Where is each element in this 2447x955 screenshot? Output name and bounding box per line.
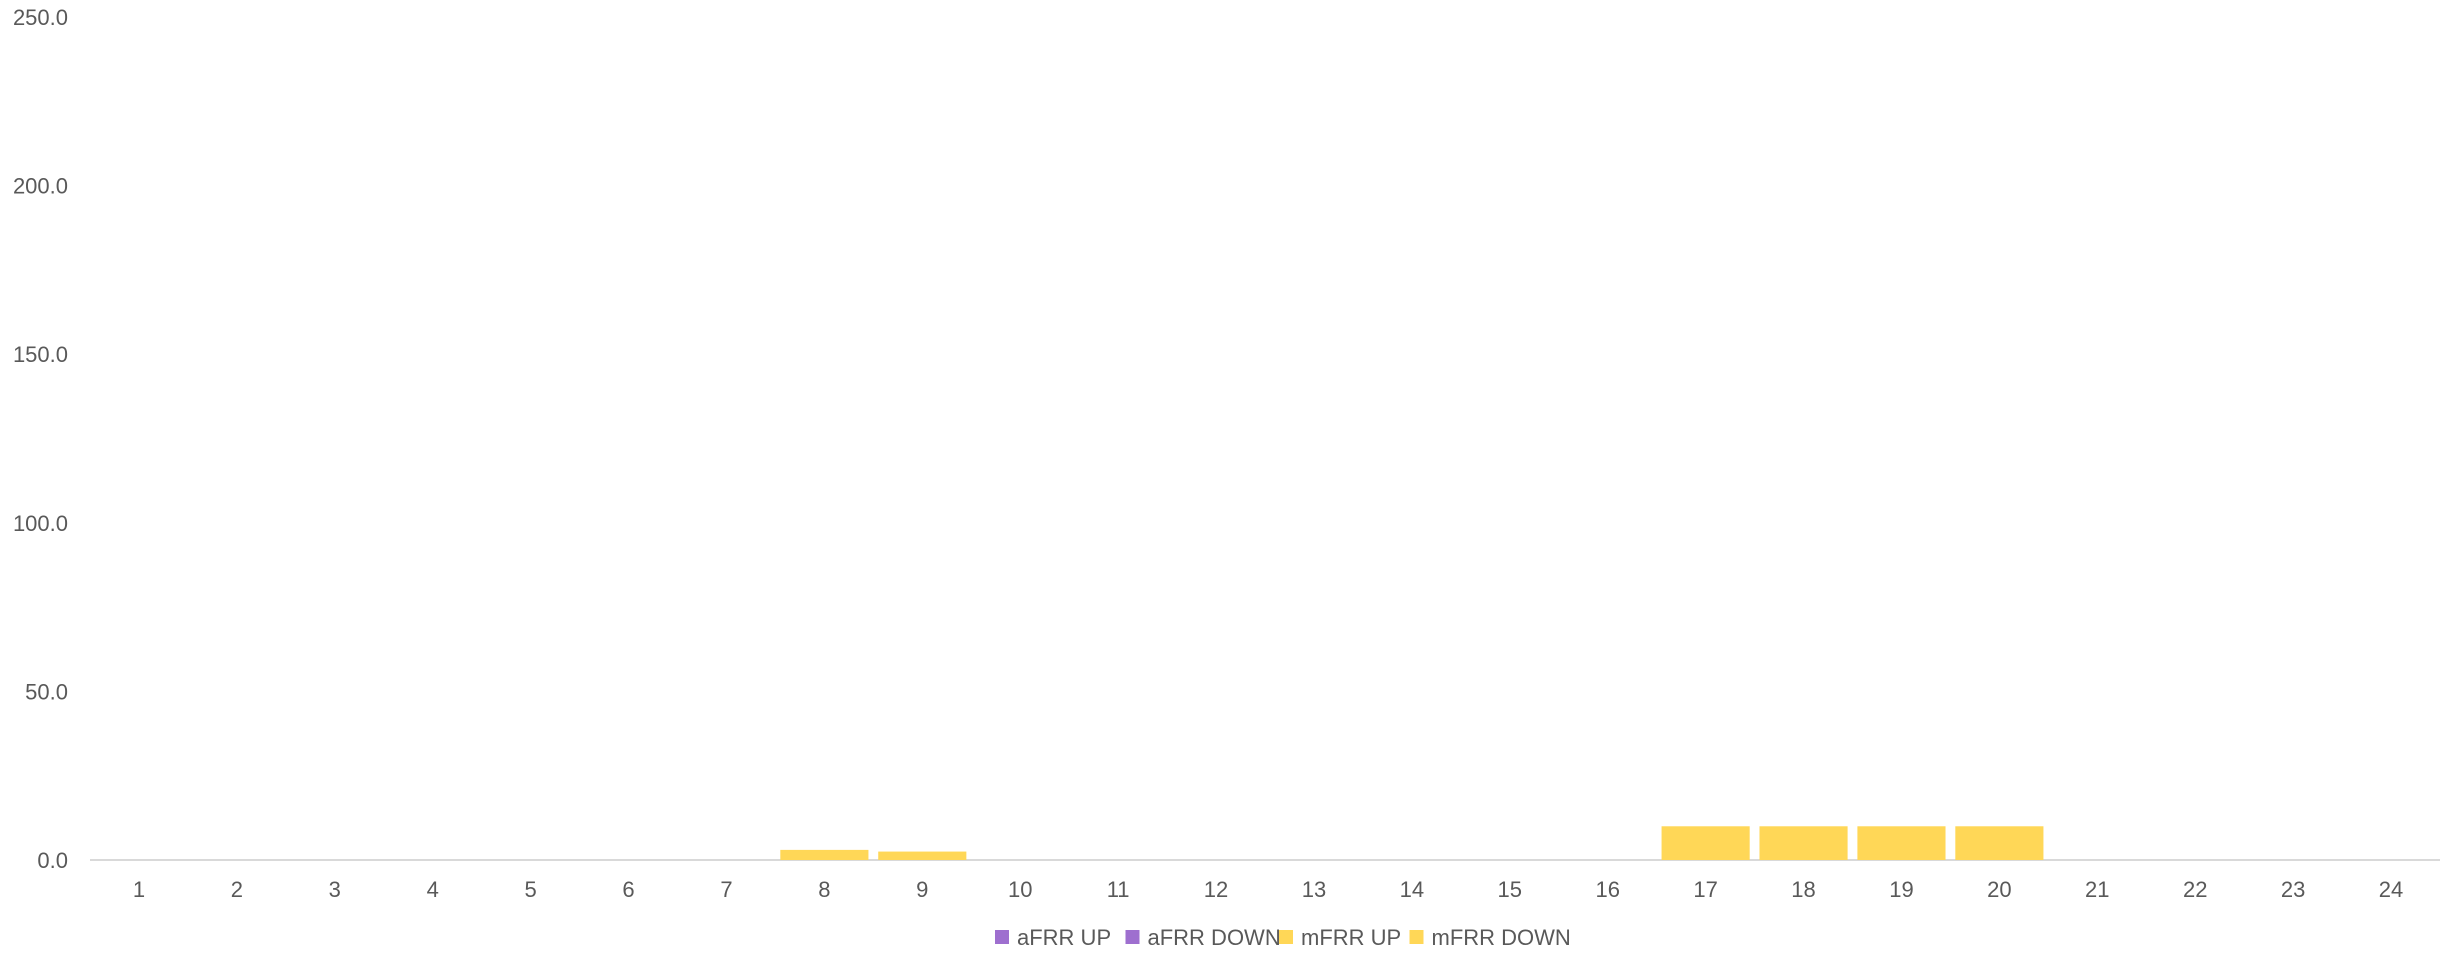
x-tick-label: 5 — [525, 877, 537, 902]
bar — [1955, 826, 2044, 860]
legend-label: aFRR UP — [1017, 925, 1111, 950]
x-tick-label: 2 — [231, 877, 243, 902]
legend-swatch — [1125, 930, 1140, 944]
bar — [1661, 826, 1750, 860]
x-tick-label: 3 — [329, 877, 341, 902]
x-tick-label: 9 — [916, 877, 928, 902]
x-tick-label: 13 — [1302, 877, 1326, 902]
x-tick-label: 21 — [2085, 877, 2109, 902]
bar — [780, 849, 869, 860]
legend-label: mFRR UP — [1301, 925, 1401, 950]
legend-label: aFRR DOWN — [1148, 925, 1281, 950]
x-tick-label: 4 — [427, 877, 439, 902]
legend-swatch — [995, 930, 1009, 944]
x-tick-label: 22 — [2183, 877, 2207, 902]
y-tick-label: 50.0 — [25, 679, 68, 704]
bar — [1857, 826, 1946, 860]
legend-label: mFRR DOWN — [1432, 925, 1571, 950]
x-tick-label: 7 — [720, 877, 732, 902]
x-tick-label: 10 — [1008, 877, 1032, 902]
y-tick-label: 0.0 — [37, 848, 68, 873]
x-tick-label: 23 — [2281, 877, 2305, 902]
x-tick-label: 8 — [818, 877, 830, 902]
bar — [878, 851, 967, 860]
bar — [1759, 826, 1848, 860]
y-axis-ticks: 0.0 50.0 100.0 150.0 200.0 250.0 — [13, 5, 68, 873]
x-tick-label: 16 — [1595, 877, 1619, 902]
x-tick-label: 18 — [1791, 877, 1815, 902]
y-tick-label: 100.0 — [13, 511, 68, 536]
x-tick-label: 19 — [1889, 877, 1913, 902]
legend-swatch — [1279, 930, 1293, 944]
y-tick-label: 200.0 — [13, 174, 68, 199]
x-tick-label: 17 — [1693, 877, 1717, 902]
x-tick-label: 1 — [133, 877, 145, 902]
bars — [780, 826, 2044, 860]
x-tick-label: 12 — [1204, 877, 1228, 902]
x-axis-ticks: 1 2 3 4 5 6 7 8 9 10 11 12 13 14 15 16 17 18 19 20 21 22 23 24 — [133, 877, 2403, 902]
x-tick-label: 14 — [1400, 877, 1424, 902]
x-tick-label: 11 — [1107, 877, 1130, 902]
x-tick-label: 24 — [2379, 877, 2403, 902]
legend-swatch — [1409, 930, 1424, 944]
x-tick-label: 6 — [622, 877, 634, 902]
y-tick-label: 250.0 — [13, 5, 68, 30]
legend: aFRR UP aFRR DOWN mFRR UP mFRR DOWN — [995, 925, 1571, 950]
x-tick-label: 15 — [1498, 877, 1522, 902]
x-tick-label: 20 — [1987, 877, 2011, 902]
y-tick-label: 150.0 — [13, 342, 68, 367]
